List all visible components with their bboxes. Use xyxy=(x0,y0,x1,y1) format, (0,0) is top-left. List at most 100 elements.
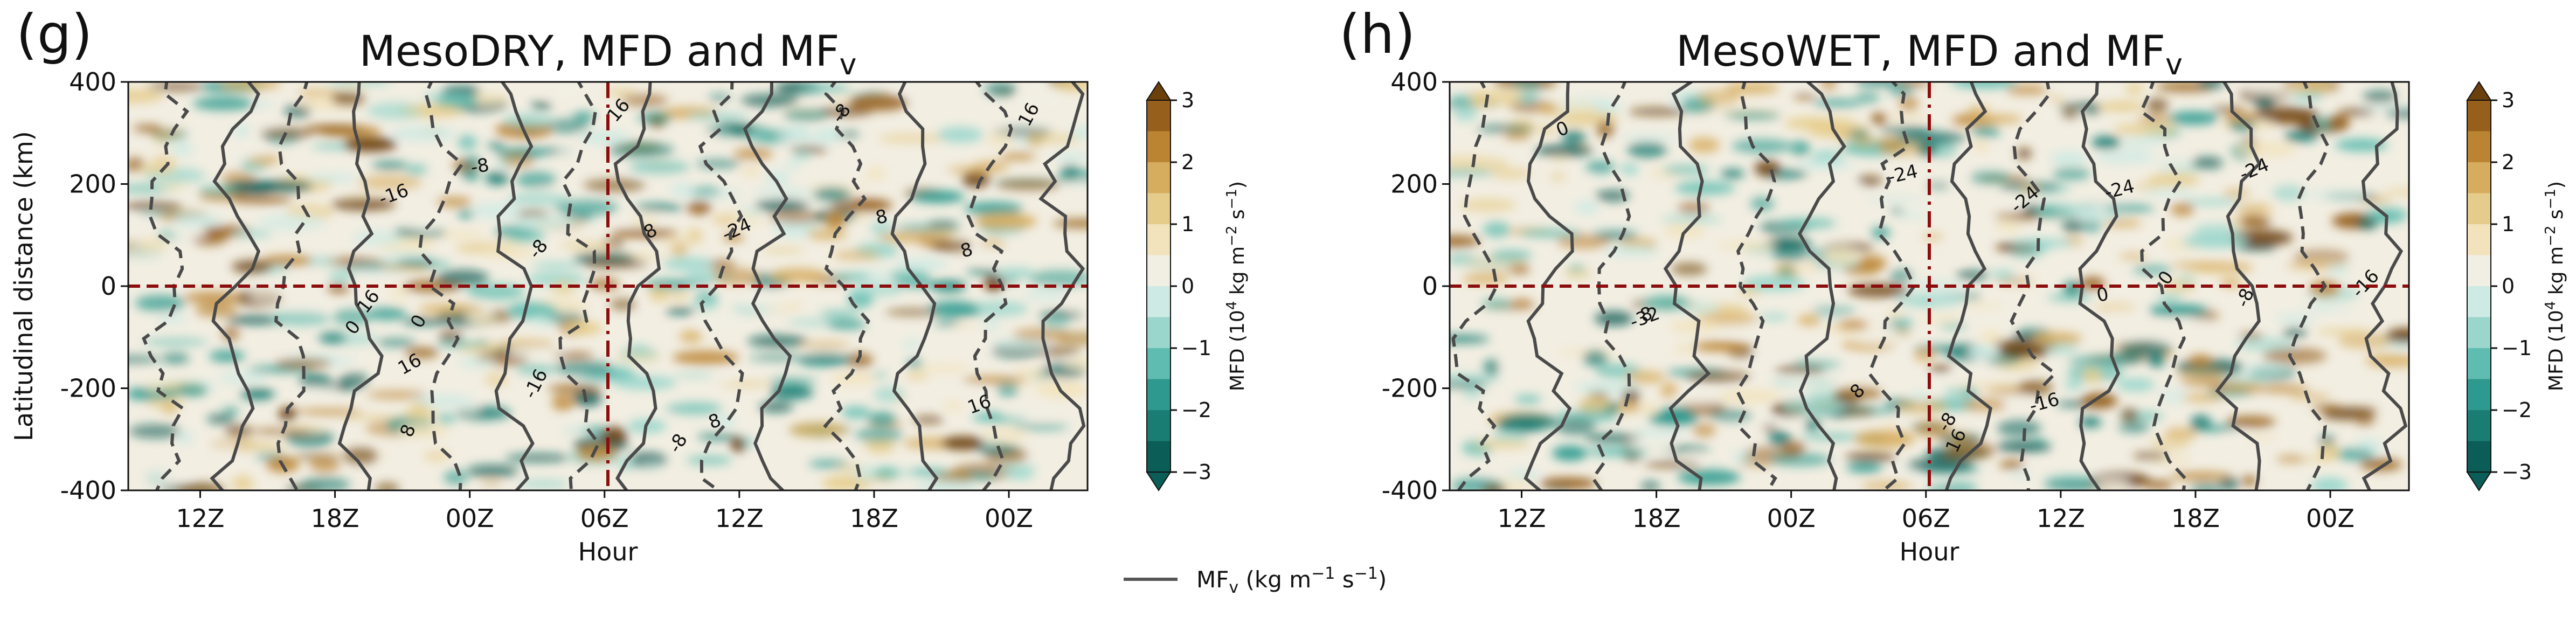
x-tick-label: 06Z xyxy=(1902,504,1950,533)
colorbar-tick-label: 0 xyxy=(2502,274,2515,298)
mfd-cell xyxy=(1763,424,1778,431)
mfd-cell xyxy=(413,396,475,407)
mfd-cell xyxy=(831,371,876,386)
mfd-cell xyxy=(2338,108,2375,115)
mfd-cell xyxy=(2160,279,2197,293)
mfd-cell xyxy=(447,179,463,185)
mfd-cell xyxy=(2287,393,2331,400)
mfd-cell xyxy=(827,320,867,329)
mfd-cell xyxy=(1785,116,1837,130)
mfd-cell xyxy=(635,203,683,211)
mfd-cell xyxy=(904,372,929,379)
mfd-cell xyxy=(1594,311,1633,326)
mfd-cell xyxy=(226,181,279,195)
mfd-cell xyxy=(1000,152,1036,161)
mfd-cell xyxy=(2062,450,2097,461)
mfd-cell xyxy=(903,338,920,350)
mfd-cell xyxy=(996,267,1035,279)
colorbar-band xyxy=(1147,193,1171,225)
mfd-cell xyxy=(1025,287,1067,302)
mfd-cell xyxy=(1883,350,1910,359)
mfd-cell xyxy=(142,469,194,482)
mfd-cell xyxy=(841,406,871,419)
mfd-cell xyxy=(342,447,378,465)
mfd-cell xyxy=(1855,91,1880,103)
mfd-cell xyxy=(1720,169,1745,178)
mfd-cell xyxy=(262,255,313,266)
mfd-cell xyxy=(723,233,744,242)
mfd-cell xyxy=(2182,393,2224,402)
mfd-cell xyxy=(1450,235,1480,247)
mfd-cell xyxy=(687,201,712,215)
y-tick-label: 0 xyxy=(101,272,116,301)
colorbar-band xyxy=(2467,286,2491,317)
mfd-cell xyxy=(687,227,703,245)
mfd-cell xyxy=(1877,136,1906,152)
y-tick-label: -200 xyxy=(1382,374,1438,403)
mfd-cell xyxy=(673,372,715,379)
mfd-cell xyxy=(2206,390,2253,397)
mfd-cell xyxy=(1797,315,1822,325)
mfd-cell xyxy=(2051,204,2100,214)
x-tick-label: 18Z xyxy=(1632,504,1681,533)
panel-letter-g: (g) xyxy=(16,3,93,66)
colorbar-band xyxy=(1147,410,1171,441)
mfd-cell xyxy=(865,438,896,454)
mfd-cell xyxy=(1453,105,1478,121)
mfd-cell xyxy=(399,423,449,438)
mfd-cell xyxy=(2006,85,2048,95)
mfd-cell xyxy=(2010,239,2074,248)
contour-label: -8 xyxy=(469,154,490,178)
mfd-cell xyxy=(670,240,688,257)
mfd-cell xyxy=(1496,418,1543,433)
mfd-cell xyxy=(2099,101,2145,112)
mfd-cell xyxy=(1518,92,1542,100)
mfd-cell xyxy=(1775,365,1826,375)
mfd-cell xyxy=(128,387,178,401)
colorbar-band xyxy=(1147,286,1171,317)
mfd-cell xyxy=(1955,271,1989,280)
mfd-cell xyxy=(2023,204,2039,214)
mfd-cell xyxy=(1888,88,1914,95)
mfd-cell xyxy=(985,132,1014,147)
mfd-cell xyxy=(291,302,328,314)
mfd-cell xyxy=(1782,398,1844,415)
mfd-cell xyxy=(458,135,477,150)
mfd-cell xyxy=(2080,219,2102,232)
mfd-cell xyxy=(1949,433,1971,445)
mfd-cell xyxy=(1550,155,1569,163)
y-axis-label-g: Latitudinal distance (km) xyxy=(9,131,38,441)
y-axis-g: 400 200 0 -200 -400 xyxy=(60,67,128,505)
mfd-cell xyxy=(1504,133,1531,140)
mfd-cell xyxy=(304,124,362,134)
mfd-cell xyxy=(2326,265,2350,274)
mfd-cell xyxy=(1458,257,1515,270)
mfd-cell xyxy=(666,308,696,315)
mfd-cell xyxy=(515,364,556,375)
mfd-cell xyxy=(435,93,477,108)
mfd-cell xyxy=(2050,151,2088,167)
mfd-cell xyxy=(941,436,986,450)
mfd-cell xyxy=(2312,404,2342,411)
mfd-cell xyxy=(789,422,847,438)
mfd-cell xyxy=(1518,229,1582,238)
mfd-cell xyxy=(2104,204,2155,212)
mfd-cell xyxy=(2060,87,2079,99)
mfd-cell xyxy=(556,82,584,97)
mfd-cell xyxy=(1765,418,1808,424)
mfd-cell xyxy=(271,311,330,326)
mfd-cell xyxy=(672,350,739,365)
colorbar-tick-label: −3 xyxy=(2502,460,2532,484)
mfd-cell xyxy=(2032,332,2082,345)
mfd-cell xyxy=(1596,121,1615,138)
colorbar-tick-label: 2 xyxy=(1181,150,1194,174)
mfd-cell xyxy=(865,166,885,181)
mfd-cell xyxy=(551,280,577,295)
mfd-cell xyxy=(1892,171,1923,179)
mfd-cell xyxy=(531,262,581,268)
mfd-cell xyxy=(339,372,369,389)
mfd-cell xyxy=(792,132,833,143)
colorbar-tick-label: −1 xyxy=(1181,336,1211,360)
colorbar-h: 3 2 1 0 −1 −2 −3 MFD (104 kg m−2 s−1) xyxy=(2466,81,2567,491)
mfd-cell xyxy=(2276,455,2305,463)
